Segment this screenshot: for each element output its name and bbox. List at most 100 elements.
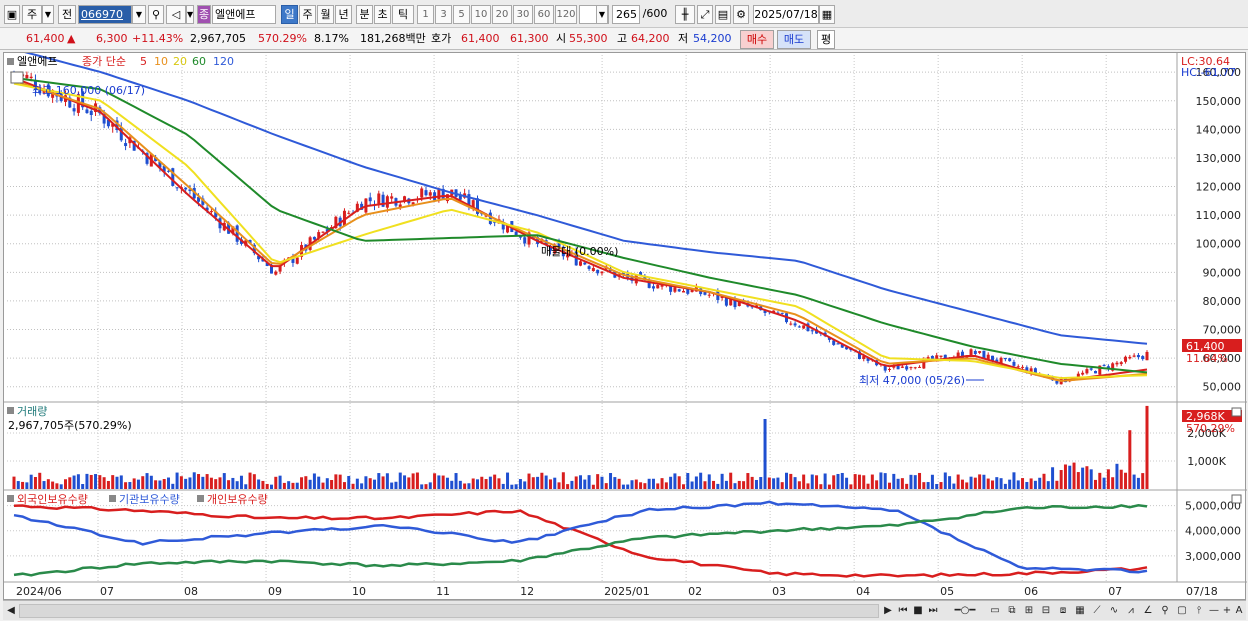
volume-bar (373, 479, 376, 489)
volume-bar (866, 483, 870, 489)
flat-button[interactable]: 평 (817, 30, 835, 49)
volume-profile-annotation: 매물대 (0.00%) (541, 245, 618, 258)
volume-bar (239, 475, 243, 489)
chart-copy-icon[interactable]: ⧉ (1008, 605, 1016, 616)
volume-bar (1124, 472, 1128, 489)
candle-body (68, 97, 72, 108)
volume-bar (570, 480, 574, 489)
fast-forward-icon[interactable]: ⏭ (928, 605, 938, 616)
period-tab-second[interactable]: 초 (374, 5, 391, 24)
speaker-icon[interactable]: ◁ (166, 5, 186, 24)
angle-icon[interactable]: ∠ (1143, 605, 1153, 616)
volume-bar (132, 478, 136, 489)
holdings-panel-close-icon[interactable] (1231, 494, 1242, 504)
period-tab-minute[interactable]: 분 (356, 5, 373, 24)
volume-panel-close-icon[interactable] (1231, 407, 1242, 417)
pin-tool-icon[interactable]: ⫯ (1196, 605, 1202, 616)
period-tab-tick[interactable]: 틱 (392, 5, 414, 24)
chart-grid-icon[interactable]: ▦ (1075, 605, 1085, 616)
code-dropdown-icon[interactable]: ▼ (132, 5, 146, 24)
interval-10[interactable]: 10 (471, 5, 491, 24)
calendar-icon[interactable]: ▦ (819, 5, 835, 24)
period-tab-year[interactable]: 년 (335, 5, 352, 24)
volume-bar (935, 483, 939, 489)
interval-20[interactable]: 20 (492, 5, 512, 24)
stock-chart[interactable]: 160,000 150,000 140,000 130,000 120,000 110,0… (4, 48, 1247, 601)
candle-body (956, 352, 960, 357)
volume-bar (724, 480, 728, 489)
volume-bar (257, 479, 261, 489)
interval-120[interactable]: 120 (555, 5, 577, 24)
scroll-right-icon[interactable]: ▶ (884, 605, 892, 616)
zoom-in-icon[interactable]: ▭ (990, 605, 1000, 616)
interval-5[interactable]: 5 (453, 5, 470, 24)
candle-body (1132, 355, 1136, 357)
rect-tool-icon[interactable]: ▢ (1177, 605, 1187, 616)
zoom-tool-icon[interactable]: ⚲ (1161, 605, 1169, 616)
search-icon[interactable]: ⚲ (148, 5, 164, 24)
candle-body (591, 268, 595, 272)
line-tool-icon[interactable]: — (1209, 605, 1219, 616)
period-tab-day[interactable]: 일 (281, 5, 298, 24)
volume-bar (819, 484, 823, 489)
text-tool-icon[interactable]: A (1235, 605, 1243, 616)
interval-60[interactable]: 60 (534, 5, 554, 24)
market-select[interactable]: 주 (22, 5, 42, 24)
chart-area[interactable]: 160,000 150,000 140,000 130,000 120,000 110,0… (3, 48, 1247, 601)
period-tab-week[interactable]: 주 (299, 5, 316, 24)
volume-bar (381, 476, 385, 489)
chart-scrollbar[interactable]: ◀ ▶ ⏮ ■ ⏭ ━○━ ▭ ⧉ ⊞ ⊟ ⧈ ▦ ⟋ ∿ ⩘ ∠ ⚲ ▢ ⫯ … (3, 600, 1246, 620)
candle-body (265, 262, 269, 267)
volume-bar (729, 472, 733, 489)
volume-bar (694, 476, 698, 489)
volume-bar (179, 476, 183, 489)
fibonacci-icon[interactable]: ⩘ (1128, 605, 1134, 616)
chart-layout-icon[interactable]: ⊞ (1024, 605, 1034, 616)
crosshair-icon[interactable]: ⤢ (697, 5, 713, 24)
trendline-icon[interactable]: ⟋ (1093, 605, 1101, 616)
zoom-slider-icon[interactable]: ━○━ (954, 605, 976, 616)
candle-body (1021, 366, 1025, 368)
prev-button[interactable]: 전 (58, 5, 76, 24)
date-input[interactable]: 2025/07/18 (753, 5, 819, 24)
volume-bar (64, 479, 67, 489)
candle-body (918, 366, 922, 368)
chart-split-icon[interactable]: ⊟ (1041, 605, 1051, 616)
chart-tool-icon[interactable] (10, 71, 24, 84)
volume-bar (102, 477, 106, 489)
wave-icon[interactable]: ∿ (1109, 605, 1119, 616)
candle-body (403, 196, 407, 202)
period-tab-month[interactable]: 월 (317, 5, 334, 24)
volume-bar (1115, 463, 1119, 489)
volume-bar (385, 473, 389, 489)
chart-overlay-icon[interactable]: ⧈ (1059, 605, 1067, 616)
plus-icon[interactable]: + (1222, 605, 1232, 616)
candle-body (501, 222, 505, 230)
volume-bar (1012, 472, 1016, 489)
volume-bar (754, 479, 758, 489)
interval-3[interactable]: 3 (435, 5, 452, 24)
interval-30[interactable]: 30 (513, 5, 533, 24)
stop-icon[interactable]: ■ (913, 605, 923, 616)
scroll-track[interactable] (19, 604, 879, 618)
interval-1[interactable]: 1 (417, 5, 434, 24)
volume-bar (415, 472, 419, 489)
sell-button[interactable]: 매도 (777, 30, 811, 49)
candle-body (1145, 351, 1149, 361)
rewind-icon[interactable]: ⏮ (898, 605, 908, 616)
market-dropdown-icon[interactable]: ▼ (42, 5, 54, 24)
volume-bar (304, 476, 308, 489)
speaker-dropdown-icon[interactable]: ▼ (186, 5, 194, 24)
settings-gear-icon[interactable]: ⚙ (733, 5, 749, 24)
candle-body (132, 140, 136, 151)
data-count-input[interactable]: 265 (612, 5, 640, 24)
custom-interval-dropdown-icon[interactable]: ▼ (596, 5, 608, 24)
window-icon[interactable]: ▣ (4, 5, 20, 24)
stock-name-field[interactable]: 엘앤에프 (212, 5, 276, 24)
candle-type-icon[interactable]: ╫ (675, 5, 695, 24)
scroll-left-icon[interactable]: ◀ (7, 605, 15, 616)
buy-button[interactable]: 매수 (740, 30, 774, 49)
volume-bar (244, 484, 248, 489)
stock-code-input[interactable]: 066970 (78, 5, 132, 24)
save-icon[interactable]: ▤ (715, 5, 731, 24)
